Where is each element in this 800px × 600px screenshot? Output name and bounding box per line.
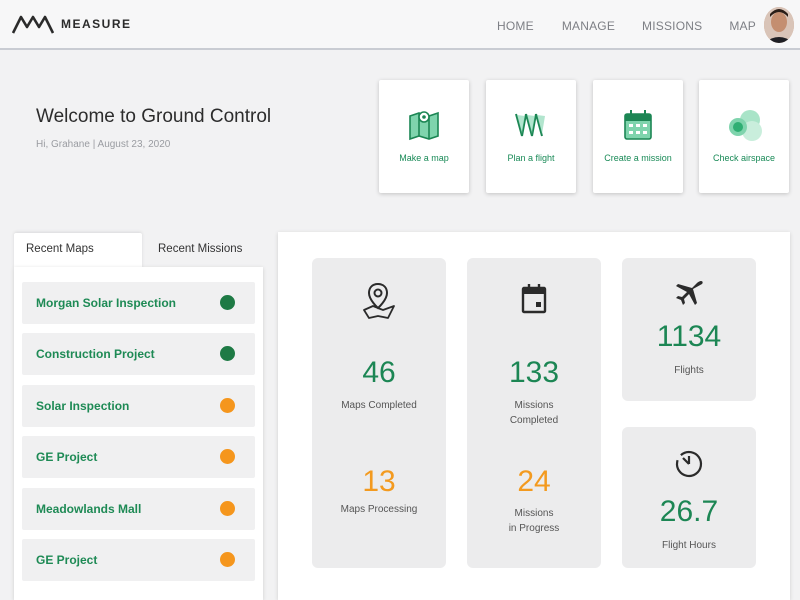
flight-path-icon bbox=[486, 106, 576, 144]
list-item[interactable]: GE Project bbox=[22, 539, 255, 581]
flight-hours-value: 26.7 bbox=[659, 495, 719, 528]
flights-value: 1134 bbox=[656, 320, 722, 353]
check-airspace-button[interactable]: Check airspace bbox=[699, 80, 789, 193]
map-name: Meadowlands Mall bbox=[36, 502, 142, 516]
airplane-icon bbox=[622, 278, 756, 306]
status-dot bbox=[220, 501, 235, 516]
missions-progress-value: 24 bbox=[517, 465, 551, 498]
user-avatar[interactable] bbox=[764, 7, 794, 43]
missions-stat-card: 133 Missions Completed 24 Missions in Pr… bbox=[467, 258, 601, 568]
nav-manage[interactable]: MANAGE bbox=[561, 19, 616, 33]
welcome-subtitle: Hi, Grahane | August 23, 2020 bbox=[36, 139, 171, 150]
status-dot bbox=[220, 398, 235, 413]
status-dot bbox=[220, 552, 235, 567]
tab-recent-missions[interactable]: Recent Missions bbox=[158, 243, 243, 255]
top-navigation-bar: MEASURE HOME MANAGE MISSIONS MAP bbox=[0, 0, 800, 50]
list-item[interactable]: Morgan Solar Inspection bbox=[22, 282, 255, 324]
missions-completed-label-line2: Completed bbox=[509, 415, 559, 426]
make-a-map-button[interactable]: Make a map bbox=[379, 80, 469, 193]
stats-panel: 46 Maps Completed 13 Maps Processing 133… bbox=[278, 232, 790, 600]
airspace-icon bbox=[699, 106, 789, 144]
page-title: Welcome to Ground Control bbox=[36, 106, 272, 127]
map-name: GE Project bbox=[36, 450, 98, 464]
status-dot bbox=[220, 295, 235, 310]
plan-a-flight-label: Plan a flight bbox=[507, 153, 555, 163]
calendar-icon bbox=[593, 106, 683, 144]
map-icon bbox=[379, 106, 469, 144]
map-name: Morgan Solar Inspection bbox=[36, 296, 177, 310]
nav-home[interactable]: HOME bbox=[497, 19, 534, 33]
status-dot bbox=[220, 346, 235, 361]
main-nav: HOME MANAGE MISSIONS MAP bbox=[497, 19, 756, 33]
maps-completed-label: Maps Completed bbox=[341, 400, 417, 411]
plan-a-flight-button[interactable]: Plan a flight bbox=[486, 80, 576, 193]
missions-progress-label-line1: Missions bbox=[514, 508, 554, 519]
timer-icon bbox=[622, 449, 756, 479]
create-a-mission-label: Create a mission bbox=[604, 153, 672, 163]
flights-label: Flights bbox=[674, 365, 704, 376]
flight-hours-label: Flight Hours bbox=[662, 540, 716, 551]
missions-completed-value: 133 bbox=[508, 356, 560, 389]
flights-stat-card: 1134 Flights bbox=[622, 258, 756, 401]
missions-completed-label-line1: Missions bbox=[514, 400, 554, 411]
nav-map[interactable]: MAP bbox=[729, 19, 756, 33]
brand-name: MEASURE bbox=[61, 17, 132, 31]
recent-maps-list: Morgan Solar Inspection Construction Pro… bbox=[14, 267, 263, 600]
list-item[interactable]: GE Project bbox=[22, 436, 255, 478]
map-name: GE Project bbox=[36, 553, 98, 567]
nav-missions[interactable]: MISSIONS bbox=[642, 19, 703, 33]
map-pin-icon bbox=[312, 280, 446, 320]
maps-processing-label: Maps Processing bbox=[340, 504, 418, 515]
flight-hours-stat-card: 26.7 Flight Hours bbox=[622, 427, 756, 568]
check-airspace-label: Check airspace bbox=[712, 153, 776, 163]
create-a-mission-button[interactable]: Create a mission bbox=[593, 80, 683, 193]
maps-processing-value: 13 bbox=[362, 465, 396, 498]
status-dot bbox=[220, 449, 235, 464]
brand-logo[interactable]: MEASURE bbox=[12, 13, 132, 35]
calendar-icon bbox=[467, 282, 601, 316]
make-a-map-label: Make a map bbox=[399, 153, 449, 163]
measure-logo-icon bbox=[12, 15, 54, 34]
tab-recent-maps[interactable]: Recent Maps bbox=[14, 233, 142, 269]
list-item[interactable]: Solar Inspection bbox=[22, 385, 255, 427]
list-item[interactable]: Construction Project bbox=[22, 333, 255, 375]
missions-progress-label-line2: in Progress bbox=[508, 523, 560, 534]
maps-stat-card: 46 Maps Completed 13 Maps Processing bbox=[312, 258, 446, 568]
map-name: Construction Project bbox=[36, 347, 155, 361]
list-item[interactable]: Meadowlands Mall bbox=[22, 488, 255, 530]
map-name: Solar Inspection bbox=[36, 399, 130, 413]
maps-completed-value: 46 bbox=[362, 356, 396, 389]
